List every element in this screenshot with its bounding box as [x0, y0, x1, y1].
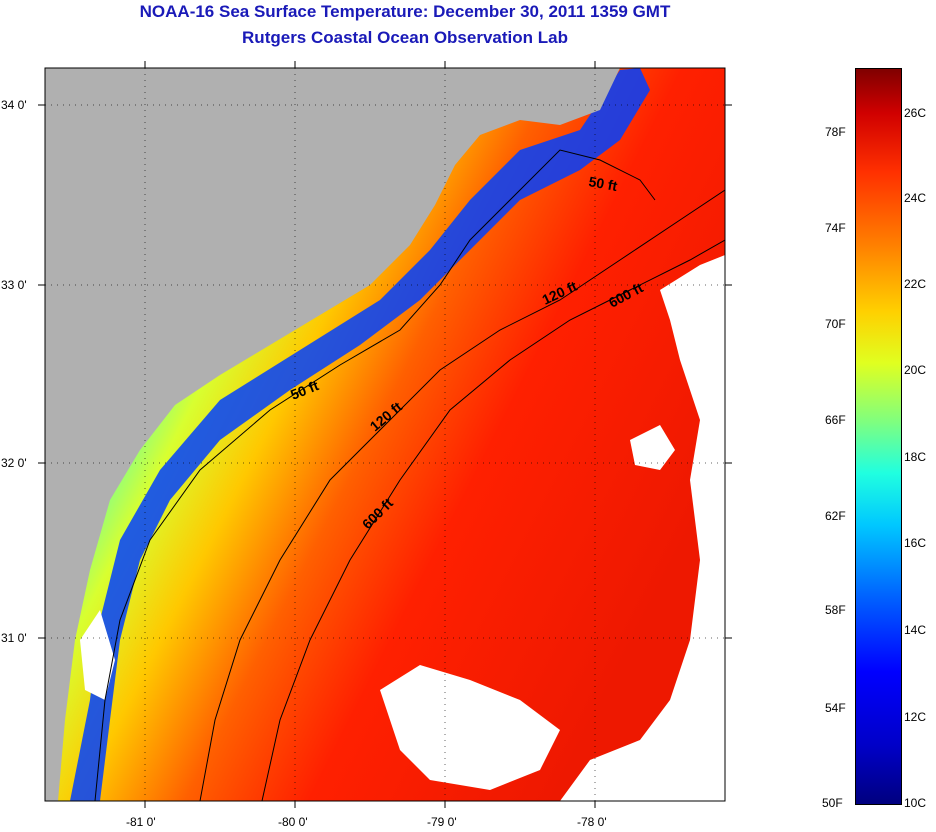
- lat-tick-label: 31 0': [1, 631, 27, 645]
- colorbar-f-label: 50F: [822, 796, 843, 810]
- colorbar-c-label: 10C: [904, 796, 927, 810]
- lat-tick-label: 32 0': [1, 456, 27, 470]
- colorbar-f-label: 78F: [825, 125, 846, 139]
- colorbar-c-label: 16C: [904, 536, 927, 550]
- colorbar-f-label: 62F: [825, 509, 846, 523]
- colorbar-f-label: 74F: [825, 221, 846, 235]
- cloud-area: [80, 610, 115, 700]
- lon-tick-label: -80 0': [278, 815, 308, 829]
- colorbar-c-label: 20C: [904, 363, 927, 377]
- colorbar-c-label: 18C: [904, 450, 927, 464]
- colorbar-f-label: 66F: [825, 413, 846, 427]
- cloud-area: [380, 665, 560, 790]
- axis-ticks: [38, 61, 732, 808]
- colorbar-c-label: 14C: [904, 623, 927, 637]
- lat-tick-label: 33 0': [1, 278, 27, 292]
- graticule: [45, 68, 725, 801]
- isobath-600ft: [261, 239, 725, 801]
- colorbar-c-label: 22C: [904, 277, 927, 291]
- isobath-label-50ft: 50 ft: [587, 173, 618, 194]
- isobath-120ft: [199, 189, 725, 801]
- land-area: [45, 68, 620, 801]
- cloud-area: [630, 425, 675, 470]
- map-title: NOAA-16 Sea Surface Temperature: Decembe…: [139, 2, 671, 21]
- nearshore-cold-band: [70, 68, 650, 801]
- lat-tick-label: 34 0': [1, 98, 27, 112]
- colorbar-f-label: 54F: [825, 701, 846, 715]
- colorbar-f-label: 58F: [825, 603, 846, 617]
- isobath-50ft: [94, 149, 656, 801]
- colorbar-c-label: 12C: [904, 710, 927, 724]
- lon-tick-label: -79 0': [427, 815, 457, 829]
- map-frame: [44, 67, 726, 802]
- cloud-area: [560, 255, 725, 801]
- colorbar-c-label: 24C: [904, 191, 927, 205]
- map-subtitle: Rutgers Coastal Ocean Observation Lab: [242, 28, 568, 47]
- temperature-colorbar: [855, 68, 902, 805]
- colorbar-c-label: 26C: [904, 106, 927, 120]
- lon-tick-label: -81 0': [126, 815, 156, 829]
- colorbar-f-label: 70F: [825, 317, 846, 331]
- lon-tick-label: -78 0': [577, 815, 607, 829]
